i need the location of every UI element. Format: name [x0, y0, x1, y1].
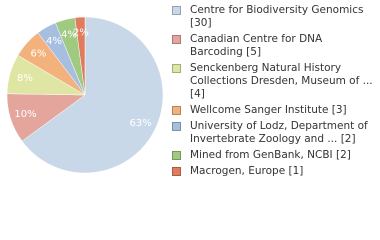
pie-chart: 63%10%8%6%4%4%2%: [6, 16, 164, 174]
legend-label: Canadian Centre for DNA Barcoding [5]: [190, 33, 323, 58]
legend-label: Senckenberg Natural History Collections …: [190, 62, 373, 100]
legend-item: Centre for Biodiversity Genomics [30]: [172, 4, 378, 30]
slice-label: 4%: [61, 30, 77, 41]
legend-item: University of Lodz, Department of Invert…: [172, 120, 378, 146]
legend: Centre for Biodiversity Genomics [30] Can…: [172, 4, 378, 181]
pie-slice: [74, 16, 86, 96]
legend-swatch: [172, 6, 181, 15]
legend-item: Wellcome Sanger Institute [3]: [172, 104, 378, 117]
legend-label: Macrogen, Europe [1]: [190, 165, 304, 177]
legend-label: Mined from GenBank, NCBI [2]: [190, 149, 351, 161]
legend-item: Canadian Centre for DNA Barcoding [5]: [172, 33, 378, 59]
legend-swatch: [172, 64, 181, 73]
slice-label: 10%: [14, 109, 36, 120]
pie-slice: [21, 16, 164, 174]
legend-label: Wellcome Sanger Institute [3]: [190, 104, 347, 116]
legend-item: Macrogen, Europe [1]: [172, 165, 378, 178]
slice-label: 6%: [31, 48, 47, 59]
legend-swatch: [172, 151, 181, 160]
legend-swatch: [172, 106, 181, 115]
legend-swatch: [172, 167, 181, 176]
slice-label: 2%: [73, 28, 89, 39]
legend-item: Senckenberg Natural History Collections …: [172, 62, 378, 101]
legend-swatch: [172, 122, 181, 131]
slice-label: 4%: [46, 36, 62, 47]
legend-swatch: [172, 35, 181, 44]
slice-label: 8%: [17, 73, 33, 84]
slice-label: 63%: [130, 118, 152, 129]
legend-label: Centre for Biodiversity Genomics [30]: [190, 4, 364, 29]
legend-item: Mined from GenBank, NCBI [2]: [172, 149, 378, 162]
legend-label: University of Lodz, Department of Invert…: [190, 120, 368, 145]
